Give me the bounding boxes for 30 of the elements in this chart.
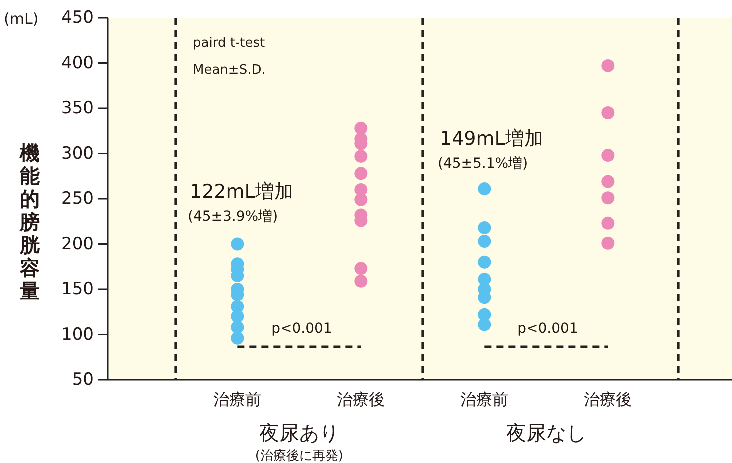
- x-tick-label: 治療後: [337, 390, 386, 409]
- annotation: 149mL増加: [440, 128, 544, 150]
- annotation: p<0.001: [272, 321, 332, 337]
- y-tick-label: 300: [62, 144, 94, 164]
- y-tick-label: 150: [62, 280, 94, 300]
- x-tick-label: 治療前: [214, 390, 262, 409]
- y-tick-label: 350: [62, 98, 94, 118]
- text: 夜尿なし: [506, 421, 586, 445]
- point: [231, 321, 244, 334]
- y-tick-label: 200: [62, 234, 94, 254]
- y-tick-label: 450: [62, 8, 94, 28]
- annotation: p<0.001: [518, 321, 578, 337]
- annotation: (45±3.9%増): [188, 208, 278, 225]
- text: 夜尿あり: [259, 421, 340, 445]
- y-tick-label: 250: [62, 189, 94, 209]
- annotation: 122mL増加: [190, 181, 294, 203]
- x-tick-label: 治療前: [460, 390, 509, 409]
- text: (mL): [4, 10, 39, 28]
- annotation: paird t-test: [193, 36, 266, 51]
- point: [231, 310, 244, 324]
- y-tick-label: 50: [72, 370, 94, 390]
- y-axis-title: 機能的膀胱容量: [19, 141, 40, 303]
- point: [478, 318, 492, 332]
- annotation: (45±5.1%増): [438, 155, 528, 172]
- x-tick-label: 治療後: [584, 390, 632, 409]
- annotation: Mean±S.D.: [193, 63, 266, 78]
- text: (治療後に再発): [255, 449, 344, 463]
- y-tick-label: 100: [62, 324, 94, 345]
- y-tick-label: 400: [62, 53, 94, 74]
- point: [354, 274, 368, 288]
